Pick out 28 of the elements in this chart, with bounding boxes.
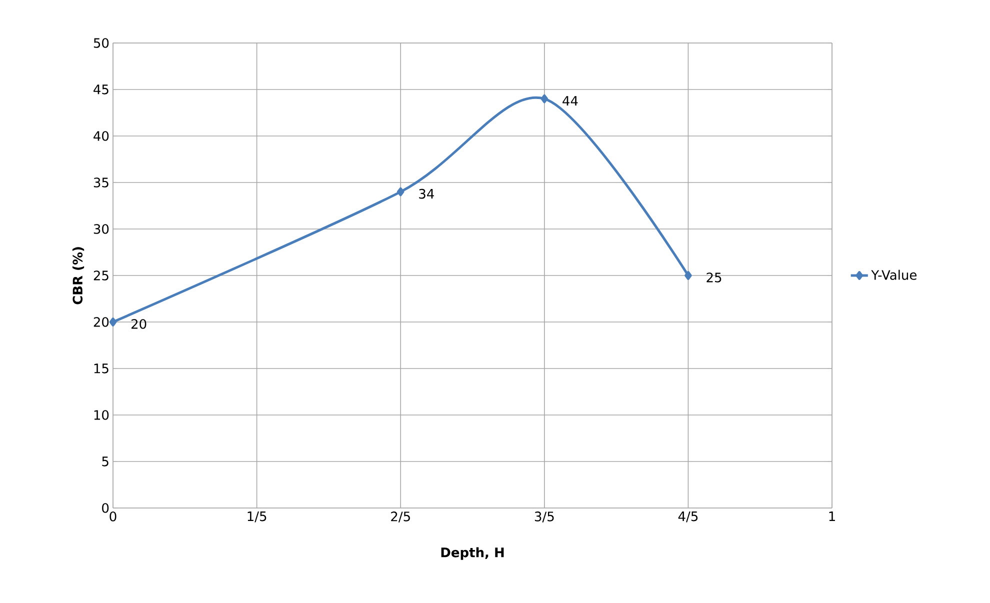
y-tick-label: 5 xyxy=(102,456,108,466)
y-tick-label: 35 xyxy=(94,178,108,188)
x-tick-label: 0 xyxy=(110,512,116,522)
y-tick-label: 45 xyxy=(94,84,108,94)
x-tick-label: 4/5 xyxy=(678,512,698,522)
data-label: 25 xyxy=(706,272,722,282)
y-tick-label: 0 xyxy=(102,503,109,513)
y-tick-label: 30 xyxy=(94,224,109,234)
data-label: 34 xyxy=(419,188,434,199)
y-tick-label: 20 xyxy=(94,317,109,327)
x-tick-label: 1 xyxy=(829,512,835,522)
y-tick-label: 40 xyxy=(94,131,109,141)
point xyxy=(540,94,548,104)
x-tick-label: 3/5 xyxy=(534,512,554,522)
point xyxy=(396,187,404,196)
y-tick-label: 25 xyxy=(94,270,108,280)
y-axis-title: CBR (%) xyxy=(72,247,84,304)
point xyxy=(684,271,692,280)
data-label: 44 xyxy=(562,96,578,106)
point xyxy=(109,318,117,326)
data-label: 20 xyxy=(131,319,146,329)
y-tick-label: 50 xyxy=(94,38,109,48)
x-axis-title: Depth, H xyxy=(441,547,504,560)
y-tick-label: 15 xyxy=(94,364,108,374)
y-tick-label: 10 xyxy=(94,410,109,420)
x-tick-label: 1/5 xyxy=(248,512,266,522)
legend-label: Y-Value xyxy=(871,270,917,280)
x-tick-label: 2/5 xyxy=(391,512,410,522)
